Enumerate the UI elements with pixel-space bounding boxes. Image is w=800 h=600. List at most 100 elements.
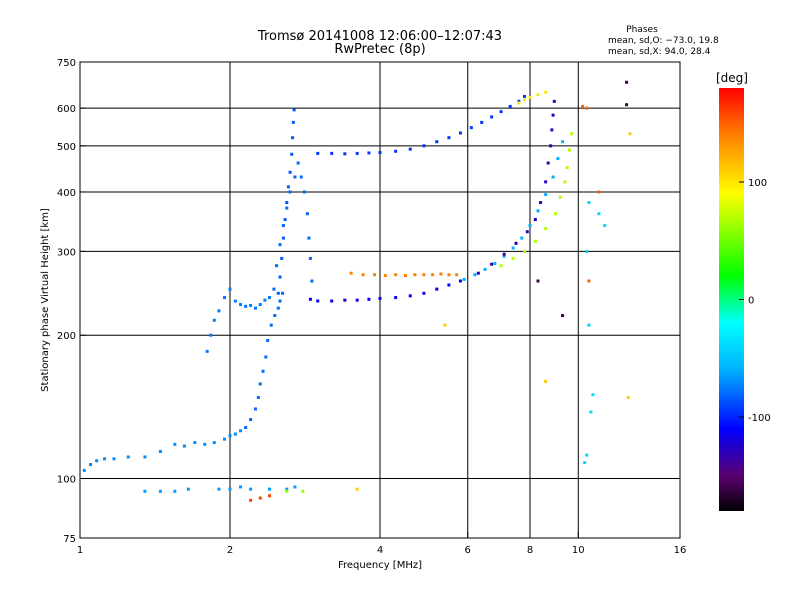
data-point: [173, 489, 177, 493]
data-point: [462, 277, 466, 281]
stats-line-x: mean, sd,X: 94.0, 28.4: [608, 47, 711, 57]
data-point: [625, 80, 629, 84]
data-point: [443, 323, 447, 327]
data-point: [126, 455, 130, 459]
data-point: [447, 273, 451, 277]
data-point: [253, 306, 257, 310]
data-point: [288, 170, 292, 174]
data-point: [258, 303, 262, 307]
data-point: [302, 190, 306, 194]
data-point: [233, 432, 237, 436]
data-point: [367, 297, 371, 301]
x-tick-label: 6: [465, 545, 471, 556]
data-point: [523, 94, 527, 98]
data-point: [269, 323, 273, 327]
x-tick-label: 4: [377, 545, 383, 556]
data-point: [158, 449, 162, 453]
data-point: [597, 212, 601, 216]
data-point: [223, 437, 227, 441]
data-point: [266, 338, 270, 342]
data-point: [349, 271, 353, 275]
data-point: [378, 151, 382, 155]
data-point: [244, 304, 248, 308]
data-point: [591, 393, 595, 397]
data-point: [567, 148, 571, 152]
data-point: [239, 485, 243, 489]
data-point: [310, 279, 314, 283]
y-tick-label: 75: [63, 534, 76, 545]
data-point: [263, 298, 267, 302]
data-point: [280, 256, 284, 260]
x-tick-label: 2: [227, 545, 233, 556]
y-tick-label: 500: [57, 142, 76, 153]
data-point: [552, 99, 556, 103]
data-point: [285, 206, 289, 210]
data-point: [447, 283, 451, 287]
data-point: [173, 442, 177, 446]
data-point: [291, 120, 295, 124]
data-point: [256, 395, 260, 399]
data-point: [508, 104, 512, 108]
x-tick-label: 16: [674, 545, 687, 556]
data-point: [473, 273, 477, 277]
x-tick-label: 1: [77, 545, 83, 556]
data-point: [585, 106, 589, 110]
data-point: [603, 224, 607, 228]
axis-ticks: 1 2 4 6 8 10 16 75 100 200 300 400 500 600 750: [57, 58, 686, 556]
data-point: [308, 297, 312, 301]
data-point: [293, 175, 297, 179]
data-point: [447, 136, 451, 140]
data-point: [556, 157, 560, 161]
data-point: [285, 489, 289, 493]
data-point: [561, 140, 565, 144]
data-point: [490, 262, 494, 266]
data-point: [585, 249, 589, 253]
data-point: [278, 275, 282, 279]
data-point: [558, 195, 562, 199]
data-point: [212, 318, 216, 322]
data-point: [544, 90, 548, 94]
data-point: [305, 212, 309, 216]
data-point: [355, 487, 359, 491]
data-point: [422, 273, 426, 277]
data-point: [281, 224, 285, 228]
data-point: [570, 132, 574, 136]
data-point: [316, 151, 320, 155]
data-point: [209, 333, 213, 337]
colorbar-ticks: 100 0 -100: [739, 178, 771, 424]
data-point: [561, 314, 565, 318]
data-point: [383, 274, 387, 278]
data-point: [549, 144, 553, 148]
data-point: [581, 104, 585, 108]
data-point: [143, 489, 147, 493]
data-point: [258, 496, 262, 500]
data-point: [563, 180, 567, 184]
data-point: [82, 468, 86, 472]
data-point: [413, 273, 417, 277]
data-point: [261, 369, 265, 373]
data-point: [589, 410, 593, 414]
data-point: [103, 457, 107, 461]
stats-line-o: mean, sd,O: −73.0, 19.8: [608, 36, 719, 46]
y-axis-label: Stationary phase Virtual Height [km]: [40, 208, 51, 392]
data-point: [553, 212, 557, 216]
data-point: [546, 161, 550, 165]
x-tick-label: 10: [572, 545, 585, 556]
y-tick-label: 750: [57, 58, 76, 69]
data-point: [273, 314, 277, 318]
data-point: [281, 236, 285, 240]
data-point: [158, 489, 162, 493]
data-point: [330, 151, 334, 155]
y-tick-label: 300: [57, 247, 76, 258]
data-point: [355, 151, 359, 155]
data-point: [394, 296, 398, 300]
data-point: [239, 429, 243, 433]
data-point: [378, 296, 382, 300]
data-point: [565, 166, 569, 170]
data-point: [550, 128, 554, 132]
data-point: [544, 193, 548, 197]
data-point: [223, 296, 227, 300]
data-points: [82, 80, 632, 502]
data-point: [458, 279, 462, 283]
